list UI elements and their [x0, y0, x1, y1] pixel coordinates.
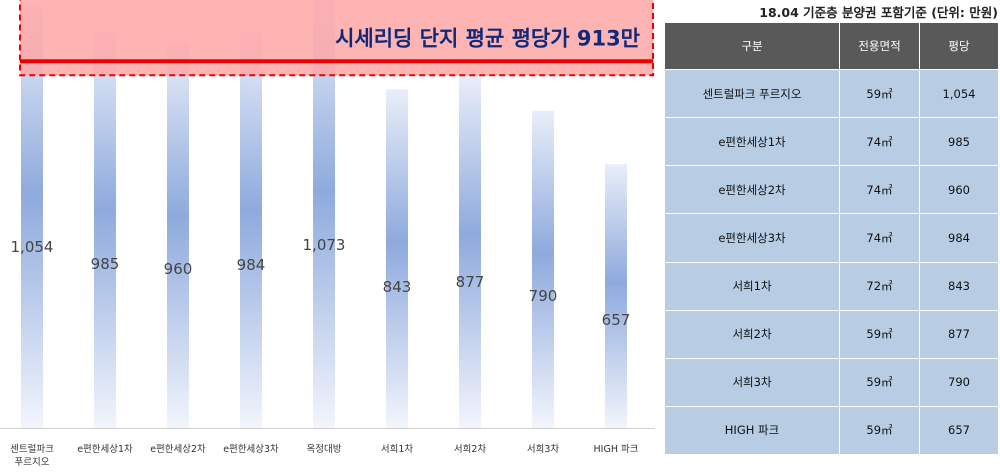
- bar-7: [532, 110, 554, 428]
- value-label-8: 657: [602, 311, 631, 329]
- cell-price: 984: [919, 213, 999, 263]
- x-tick-label-3: e편한세상3차: [223, 443, 279, 455]
- x-tick-label-2: e편한세상2차: [150, 443, 206, 455]
- value-label-0: 1,054: [11, 238, 54, 256]
- value-label-5: 843: [383, 278, 412, 296]
- cell-name: e편한세상2차: [664, 165, 840, 215]
- header-price: 평당: [919, 22, 999, 70]
- bar-2: [167, 42, 189, 429]
- cell-area: 74㎡: [839, 213, 920, 263]
- cell-name: 서희1차: [664, 261, 840, 311]
- cell-name: HIGH 파크: [664, 405, 840, 456]
- cell-price: 985: [919, 117, 999, 167]
- x-tick-label-5: 서희1차: [381, 443, 414, 455]
- header-area: 전용면적: [839, 22, 920, 70]
- cell-name: 서희2차: [664, 309, 840, 359]
- table-row: 서희3차 59㎡ 790: [664, 357, 999, 407]
- table-row: e편한세상2차 74㎡ 960: [664, 165, 999, 215]
- x-tick-label-4: 옥정대방: [307, 444, 342, 455]
- table-header-row: 구분 전용면적 평당: [664, 22, 999, 70]
- cell-area: 59㎡: [839, 309, 920, 359]
- bar-6: [459, 75, 481, 428]
- cell-price: 843: [919, 261, 999, 311]
- value-label-4: 1,073: [303, 236, 346, 254]
- x-tick-label-1: e편한세상1차: [77, 443, 133, 455]
- x-tick-label-6: 서희2차: [454, 443, 487, 455]
- header-category: 구분: [664, 22, 840, 70]
- cell-price: 1,054: [919, 68, 999, 119]
- table-row: 서희2차 59㎡ 877: [664, 309, 999, 359]
- bar-1: [94, 32, 116, 428]
- value-label-6: 877: [456, 273, 485, 291]
- x-tick-label-0: 센트럴파크 푸르지오: [10, 444, 54, 468]
- x-tick-label-7: 서희3차: [527, 443, 560, 455]
- cell-price: 657: [919, 405, 999, 456]
- cell-area: 72㎡: [839, 261, 920, 311]
- table-row: e편한세상3차 74㎡ 984: [664, 213, 999, 263]
- table-row: 센트럴파크 푸르지오 59㎡ 1,054: [664, 68, 999, 119]
- cell-price: 790: [919, 357, 999, 407]
- reference-line-label: 시세리딩 단지 평균 평당가 913만: [335, 26, 640, 50]
- cell-area: 59㎡: [839, 405, 920, 456]
- table-caption: 18.04 기준층 분양권 포함기준 (단위: 만원): [759, 5, 998, 20]
- cell-area: 59㎡: [839, 357, 920, 407]
- bar-5: [386, 89, 408, 429]
- chart-canvas: 시세리딩 단지 평균 평당가 913만 1,054 985 960 984 1,073 8…: [0, 0, 655, 468]
- cell-name: e편한세상1차: [664, 117, 840, 167]
- price-table: 구분 전용면적 평당 센트럴파크 푸르지오 59㎡ 1,054 e편한세상1차 …: [664, 22, 999, 456]
- bar-3: [240, 32, 262, 428]
- bar-0: [21, 4, 43, 428]
- cell-area: 59㎡: [839, 68, 920, 119]
- table-row: HIGH 파크 59㎡ 657: [664, 405, 999, 456]
- bar-4: [313, 0, 335, 429]
- value-label-1: 985: [91, 255, 120, 273]
- value-label-3: 984: [237, 256, 266, 274]
- cell-name: 센트럴파크 푸르지오: [664, 68, 840, 119]
- cell-price: 960: [919, 165, 999, 215]
- x-tick-label-8: HIGH 파크: [594, 444, 639, 455]
- table-row: 서희1차 72㎡ 843: [664, 261, 999, 311]
- cell-area: 74㎡: [839, 117, 920, 167]
- cell-price: 877: [919, 309, 999, 359]
- cell-name: 서희3차: [664, 357, 840, 407]
- bar-8: [605, 164, 627, 429]
- value-label-7: 790: [529, 287, 558, 305]
- cell-area: 74㎡: [839, 165, 920, 215]
- table-row: e편한세상1차 74㎡ 985: [664, 117, 999, 167]
- cell-name: e편한세상3차: [664, 213, 840, 263]
- value-label-2: 960: [164, 260, 193, 278]
- bar-chart: 시세리딩 단지 평균 평당가 913만 1,054 985 960 984 1,073 8…: [0, 0, 655, 468]
